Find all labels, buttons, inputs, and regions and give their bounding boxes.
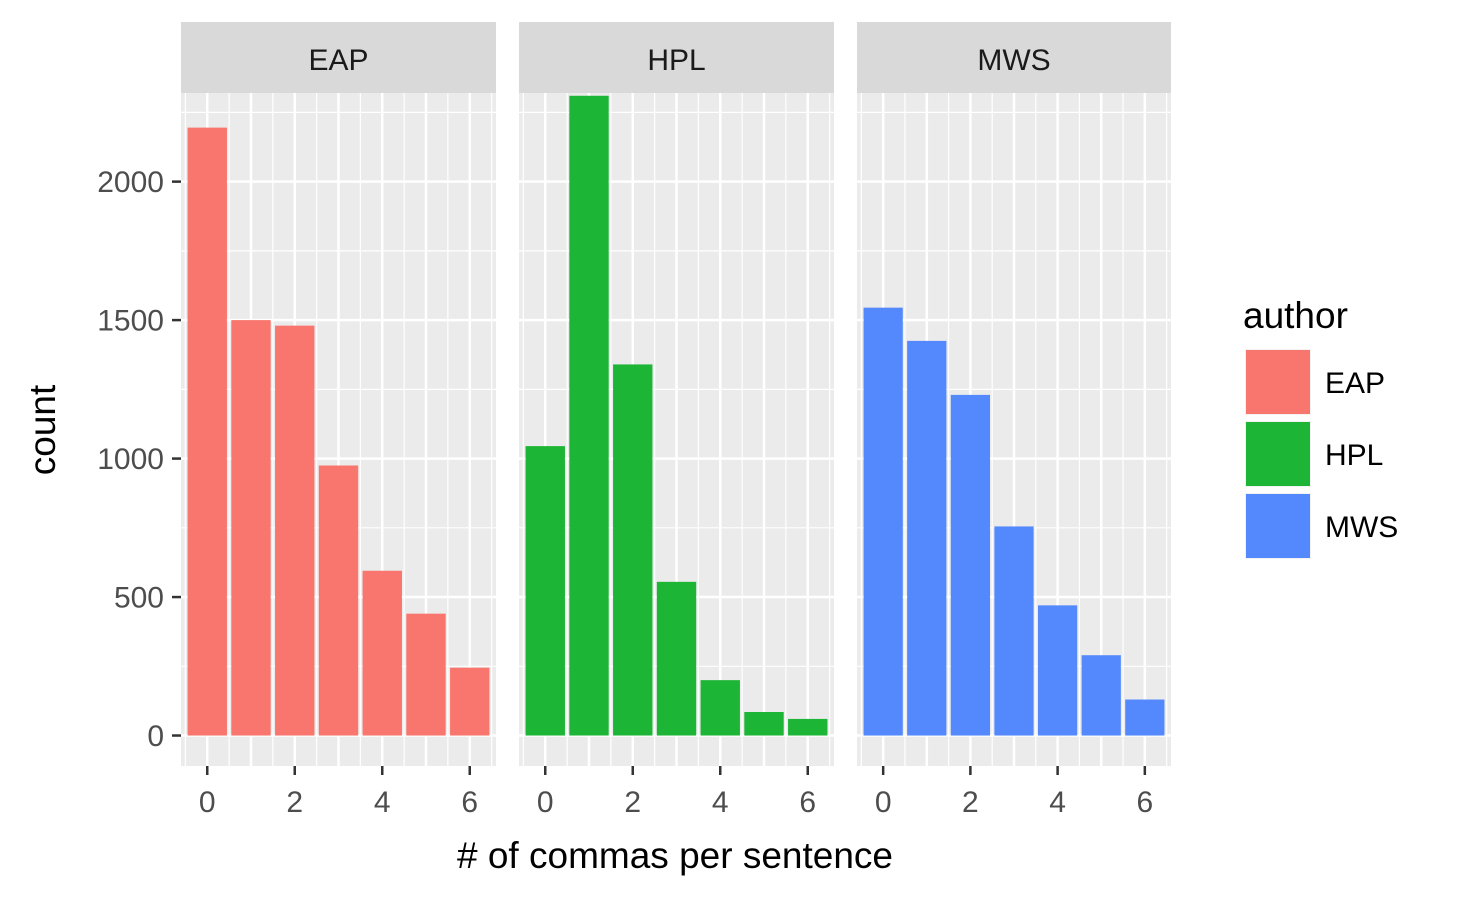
facet-strip (857, 22, 1171, 93)
bar-mws-3 (994, 526, 1034, 736)
x-tick-label: 6 (461, 786, 478, 819)
x-tick-label: 4 (712, 786, 729, 819)
legend-swatch-eap (1246, 350, 1310, 414)
bar-eap-1 (231, 320, 271, 736)
x-tick-label: 0 (875, 786, 892, 819)
x-axis-title: # of commas per sentence (457, 835, 893, 876)
bar-hpl-1 (569, 95, 609, 736)
bar-mws-0 (863, 307, 903, 736)
x-tick-label: 0 (199, 786, 216, 819)
facet-panel-eap: EAP 0 2 4 6 (181, 22, 496, 819)
y-axis: 0 500 1000 1500 2000 (97, 166, 181, 753)
x-tick-label: 2 (962, 786, 979, 819)
bar-eap-6 (450, 667, 490, 736)
x-tick-label: 6 (799, 786, 816, 819)
bar-hpl-6 (788, 718, 828, 736)
bar-eap-3 (318, 465, 359, 736)
x-tick-label: 4 (374, 786, 391, 819)
bar-hpl-0 (525, 446, 565, 736)
x-tick-label: 2 (286, 786, 303, 819)
facet-panels: EAP 0 2 4 6 HPL 0 2 4 6 MWS 0 2 4 6 (181, 22, 1171, 819)
bar-eap-5 (406, 613, 446, 736)
bar-eap-4 (362, 570, 402, 736)
y-tick-label: 2000 (97, 166, 164, 199)
y-tick-label: 1500 (97, 305, 164, 338)
facet-strip (181, 22, 496, 93)
facet-strip-label: EAP (308, 44, 368, 77)
legend-swatch-hpl (1246, 422, 1310, 486)
legend-label-eap: EAP (1325, 367, 1385, 400)
legend-swatch-mws (1246, 494, 1310, 558)
y-tick-label: 0 (147, 720, 164, 753)
legend-label-hpl: HPL (1325, 439, 1383, 472)
facet-strip (519, 22, 834, 93)
facet-strip-label: HPL (647, 44, 705, 77)
bar-eap-2 (275, 325, 315, 736)
bar-hpl-4 (700, 680, 740, 736)
x-tick-label: 0 (537, 786, 554, 819)
bar-mws-5 (1081, 655, 1121, 736)
bar-mws-1 (907, 340, 947, 736)
bar-hpl-2 (613, 364, 653, 736)
facet-strip-label: MWS (977, 44, 1050, 77)
x-tick-label: 6 (1136, 786, 1153, 819)
bar-hpl-5 (744, 711, 784, 736)
legend-title: author (1243, 295, 1348, 336)
y-tick-label: 1000 (97, 443, 164, 476)
y-tick-label: 500 (114, 582, 164, 615)
bar-hpl-3 (656, 581, 697, 736)
bar-mws-6 (1125, 699, 1165, 736)
legend-label-mws: MWS (1325, 511, 1398, 544)
facet-panel-mws: MWS 0 2 4 6 (857, 22, 1171, 819)
y-axis-title: count (22, 384, 63, 475)
bar-eap-0 (187, 127, 227, 736)
legend: author EAP HPL MWS (1243, 295, 1398, 559)
bar-mws-4 (1037, 605, 1078, 736)
bar-mws-2 (950, 394, 991, 736)
facet-panel-hpl: HPL 0 2 4 6 (519, 22, 834, 819)
x-tick-label: 2 (624, 786, 641, 819)
x-tick-label: 4 (1049, 786, 1066, 819)
